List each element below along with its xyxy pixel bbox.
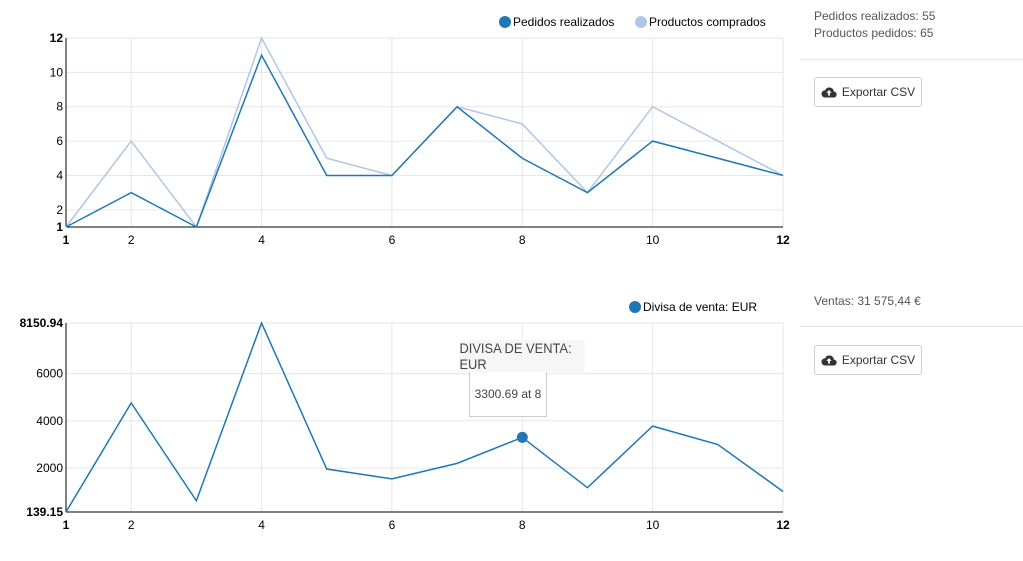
chart-2-series [65,321,784,513]
tooltip-title: DIVISA DE VENTA: EUR [459,340,585,372]
export-csv-button-1[interactable]: Exportar CSV [814,77,922,107]
legend-marker-1[interactable] [629,301,641,313]
x-tick-label: 6 [389,518,396,532]
x-tick-label: 8 [519,518,526,532]
y-tick-label: 6 [56,134,63,148]
chart-1-axes [65,38,783,228]
x-tick-label: 10 [646,233,660,247]
chart-1-grid [65,37,784,228]
series-line-1[interactable] [65,321,784,513]
chart-2-legend[interactable]: Divisa de venta: EUR [629,300,757,314]
legend-marker-1[interactable] [499,16,511,28]
y-tick-label: 8150.94 [20,316,64,330]
stats-divider-2 [800,326,1023,327]
export-csv-button-2[interactable]: Exportar CSV [814,345,922,375]
orders-count-text: Pedidos realizados: 55 [814,9,936,23]
y-tick-label: 2 [56,203,63,217]
y-tick-label: 10 [50,65,64,79]
legend-label-1[interactable]: Divisa de venta: EUR [643,300,757,314]
stats-panel-1: Pedidos realizados: 55 Productos pedidos… [814,8,1023,42]
legend-marker-2[interactable] [635,16,647,28]
x-tick-label: 8 [519,233,526,247]
series-line-1[interactable] [65,53,784,229]
legend-label-1[interactable]: Pedidos realizados [513,15,614,29]
y-tick-label: 139.15 [26,505,63,519]
x-tick-label: 1 [63,518,70,532]
y-tick-label: 2000 [36,461,63,475]
stats-panel-2: Ventas: 31 575,44 € [814,293,1023,310]
series-line-2[interactable] [65,36,784,229]
x-tick-label: 2 [128,233,135,247]
x-tick-label: 1 [63,233,70,247]
export-csv-label-2: Exportar CSV [841,353,916,367]
highlighted-data-point[interactable] [516,431,528,443]
chart-2-axes [65,323,783,513]
y-tick-label: 4000 [36,414,63,428]
x-tick-label: 12 [776,518,790,532]
x-tick-label: 4 [258,518,265,532]
cloud-upload-icon [821,87,837,98]
x-tick-label: 10 [646,518,660,532]
chart-1-series [65,36,784,229]
y-tick-label: 1 [56,220,63,234]
cloud-upload-icon [821,355,837,366]
x-tick-label: 4 [258,233,265,247]
chart-2-grid [65,322,784,513]
x-tick-label: 2 [128,518,135,532]
sales-total-text: Ventas: 31 575,44 € [814,294,921,308]
legend-label-2[interactable]: Productos comprados [649,15,766,29]
tooltip-value: 3300.69 at 8 [469,372,547,417]
y-tick-label: 8 [56,100,63,114]
stats-divider-1 [800,59,1023,60]
y-tick-label: 6000 [36,367,63,381]
chart-1-legend[interactable]: Pedidos realizados Productos comprados [499,15,766,29]
y-tick-label: 12 [50,31,64,45]
x-tick-label: 6 [389,233,396,247]
export-csv-label-1: Exportar CSV [841,85,916,99]
products-count-text: Productos pedidos: 65 [814,26,934,40]
x-tick-label: 12 [776,233,790,247]
y-tick-label: 4 [56,168,63,182]
